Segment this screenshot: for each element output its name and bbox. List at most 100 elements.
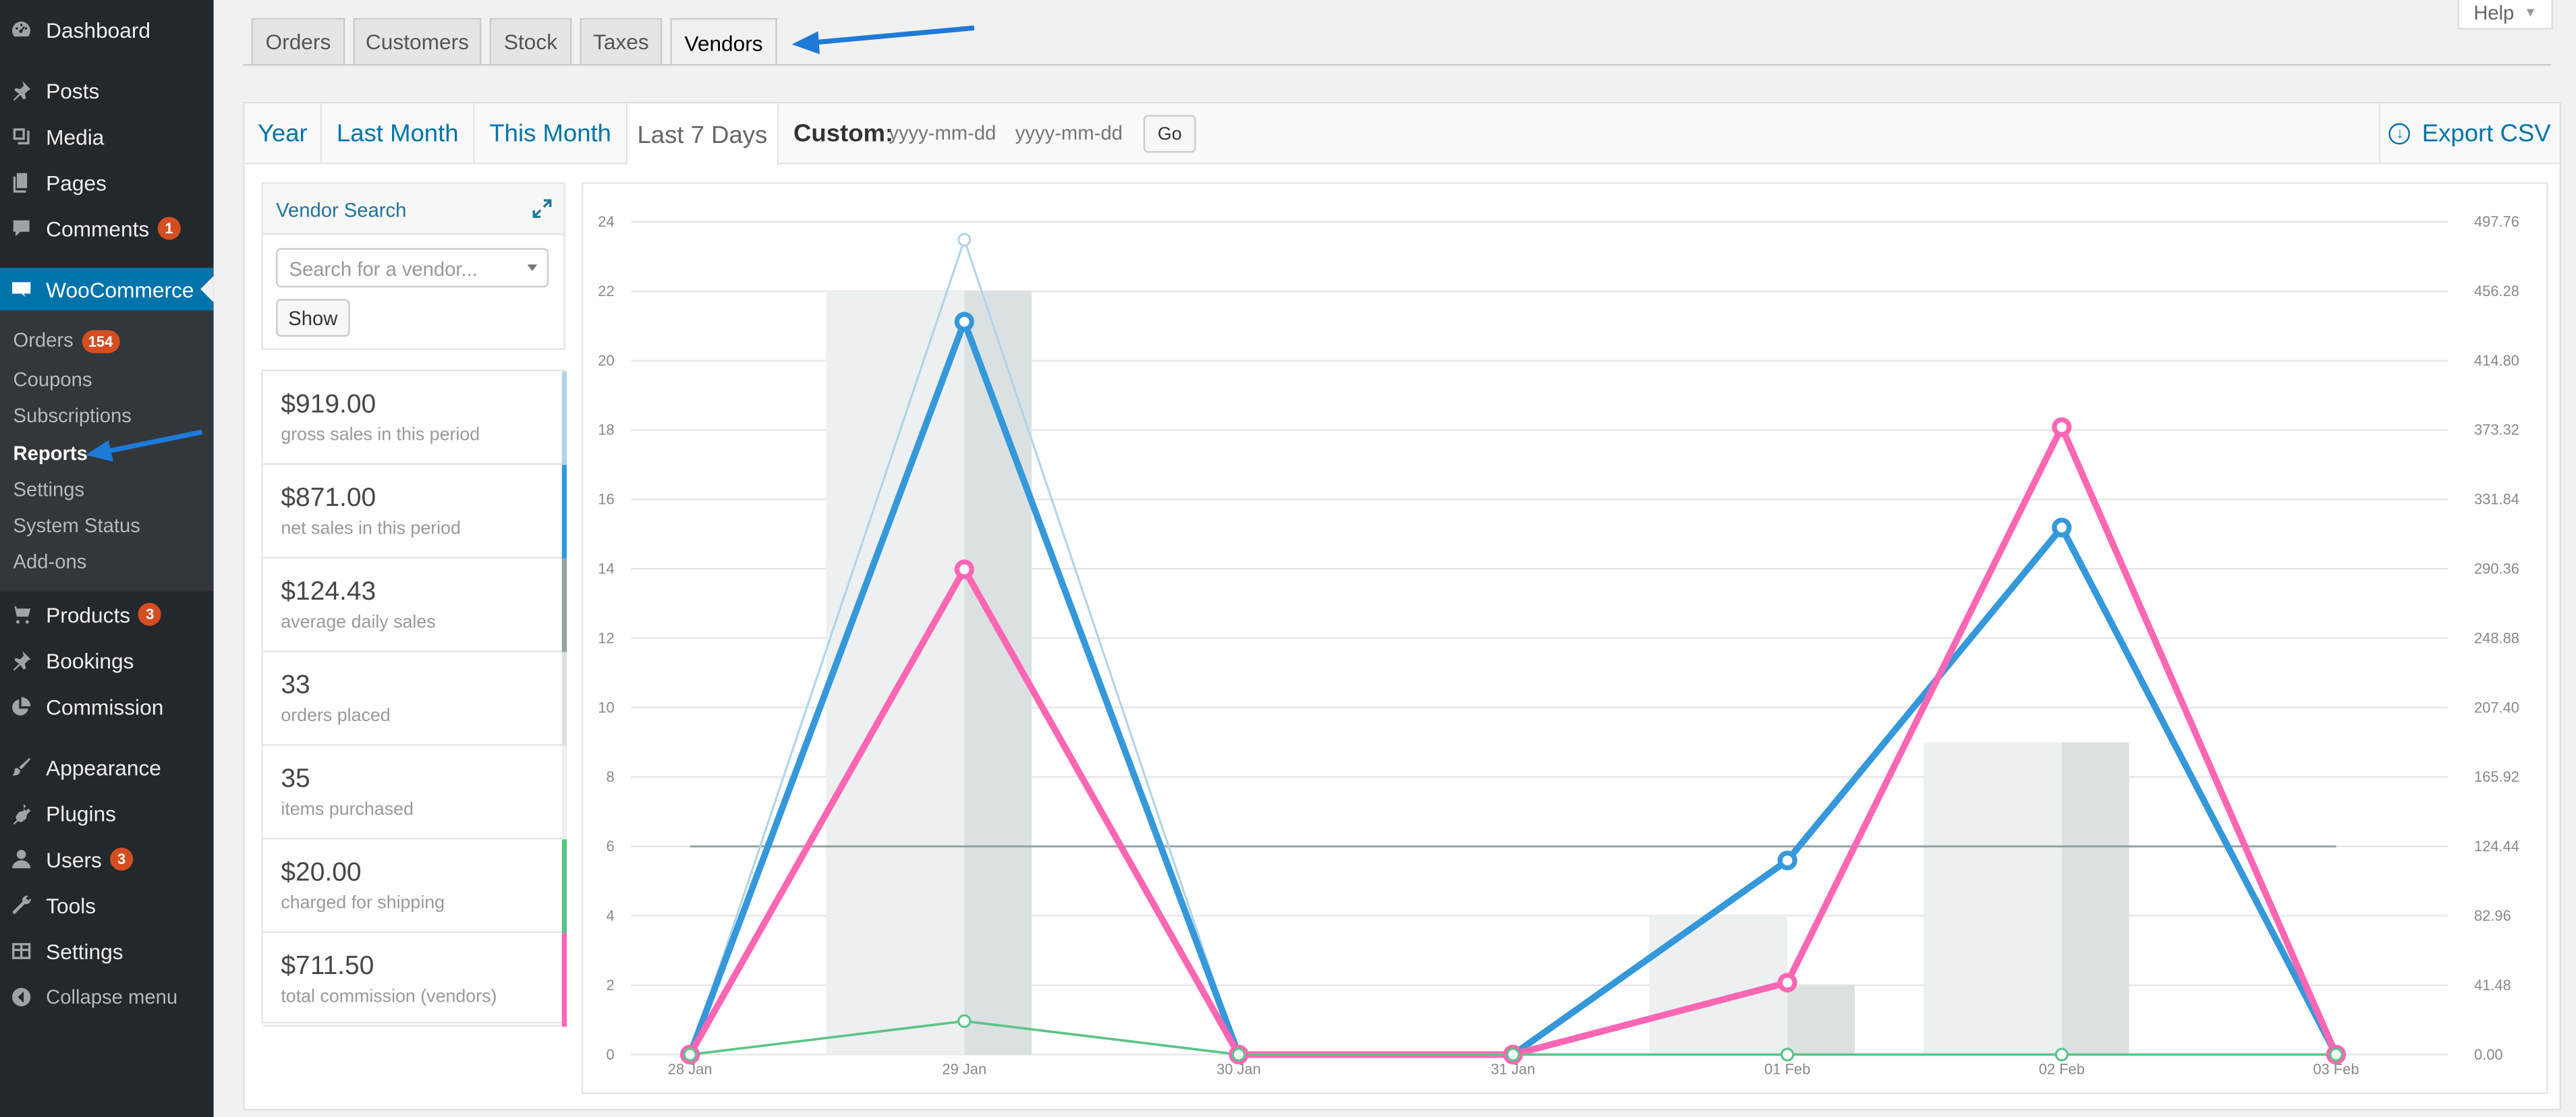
end-date-field[interactable]	[1015, 116, 1131, 150]
tab-stock[interactable]: Stock	[489, 18, 572, 64]
menu-settings[interactable]: Settings	[0, 928, 214, 974]
orders-bar	[1924, 742, 2062, 1055]
vendor-search-select[interactable]: Search for a vendor...	[276, 248, 549, 288]
menu-woocommerce[interactable]: WooCommerce	[0, 267, 214, 311]
collapse-menu-button[interactable]: Collapse menu	[0, 974, 214, 1020]
legend-item-orders-placed[interactable]: 33 orders placed	[262, 652, 567, 746]
submenu-coupons[interactable]: Coupons	[13, 368, 92, 391]
sales-chart-container: 0 2 4 6 8 10 12 14 16 18 20 22 24 0.00 41.48 82.96 124.4…	[581, 182, 2548, 1094]
x-tick-label: 29 Jan	[942, 1061, 986, 1078]
legend-label: charged for shipping	[281, 893, 445, 914]
menu-media[interactable]: Media	[0, 113, 214, 159]
y-tick-label-right: 124.44	[2474, 838, 2519, 855]
menu-label: Pages	[46, 170, 107, 195]
menu-products[interactable]: Products 3	[0, 592, 214, 637]
expand-icon[interactable]	[532, 199, 552, 219]
media-icon	[10, 125, 33, 148]
series-point	[2329, 1048, 2343, 1062]
menu-plugins[interactable]: Plugins	[0, 790, 214, 836]
help-tab[interactable]: Help ▼	[2457, 0, 2553, 30]
y-tick-label-left: 2	[606, 977, 614, 994]
tab-orders[interactable]: Orders	[251, 18, 345, 64]
range-this-month[interactable]: This Month	[475, 103, 628, 165]
legend-item-items-purchased[interactable]: 35 items purchased	[262, 745, 567, 840]
legend-item-gross-sales[interactable]: $919.00 gross sales in this period	[262, 371, 567, 465]
y-tick-label-left: 4	[606, 907, 614, 924]
y-tick-label-right: 290.36	[2474, 561, 2519, 577]
tab-taxes[interactable]: Taxes	[580, 18, 663, 64]
start-date-field[interactable]	[889, 116, 1004, 150]
menu-label: Commission	[46, 693, 164, 719]
y-tick-label-right: 497.76	[2474, 213, 2519, 230]
series-point	[1231, 1048, 1246, 1062]
legend-item-commission[interactable]: $711.50 total commission (vendors)	[262, 933, 567, 1027]
menu-label: Tools	[46, 892, 96, 918]
woocommerce-submenu: Orders 154 Coupons Subscriptions Reports …	[0, 310, 214, 592]
legend-color-bar	[561, 465, 567, 559]
y-tick-label-left: 12	[598, 629, 614, 646]
menu-label: Products	[46, 602, 131, 627]
y-tick-label-left: 0	[606, 1046, 614, 1063]
tab-customers[interactable]: Customers	[353, 18, 482, 64]
range-last-7-days[interactable]: Last 7 Days	[627, 103, 779, 166]
legend-value: $919.00	[281, 391, 376, 420]
submenu-add-ons[interactable]: Add-ons	[13, 550, 87, 573]
pie-icon	[10, 695, 33, 718]
legend-item-net-sales[interactable]: $871.00 net sales in this period	[262, 465, 567, 559]
legend-value: 35	[281, 765, 310, 794]
submenu-subscriptions[interactable]: Subscriptions	[13, 404, 132, 428]
go-button[interactable]: Go	[1143, 115, 1196, 153]
submenu-settings[interactable]: Settings	[13, 478, 85, 501]
range-year[interactable]: Year	[245, 103, 323, 165]
menu-bookings[interactable]: Bookings	[0, 637, 214, 683]
series-point	[683, 1048, 697, 1062]
vendor-search-placeholder: Search for a vendor...	[289, 258, 478, 281]
y-tick-label-left: 24	[598, 213, 614, 230]
range-last-month[interactable]: Last Month	[322, 103, 475, 165]
comments-count-badge: 1	[157, 217, 181, 240]
menu-label: WooCommerce	[46, 277, 194, 302]
menu-posts[interactable]: Posts	[0, 67, 214, 113]
menu-users[interactable]: Users 3	[0, 836, 214, 882]
woo-icon	[10, 278, 33, 301]
menu-comments[interactable]: Comments 1	[0, 205, 214, 251]
series-point	[957, 233, 972, 247]
brush-icon	[10, 755, 33, 778]
y-tick-label-right: 41.48	[2474, 977, 2511, 994]
legend-item-shipping[interactable]: $20.00 charged for shipping	[262, 839, 567, 934]
menu-appearance[interactable]: Appearance	[0, 744, 214, 790]
user-icon	[10, 848, 33, 871]
pin-icon	[10, 79, 33, 102]
orders-bar	[826, 291, 965, 1055]
y-tick-label-left: 8	[606, 768, 614, 785]
cart-icon	[10, 603, 33, 626]
submenu-system-status[interactable]: System Status	[13, 514, 140, 538]
legend-color-bar	[561, 558, 567, 652]
menu-commission[interactable]: Commission	[0, 683, 214, 729]
show-button[interactable]: Show	[276, 299, 350, 337]
legend-value: $871.00	[281, 484, 376, 513]
submenu-orders[interactable]: Orders 154	[13, 328, 120, 353]
comments-icon	[10, 217, 33, 239]
tab-vendors[interactable]: Vendors	[670, 18, 777, 66]
menu-tools[interactable]: Tools	[0, 882, 214, 928]
menu-pages[interactable]: Pages	[0, 159, 214, 205]
pin-icon	[10, 649, 33, 672]
export-csv-button[interactable]: ↓ Export CSV	[2378, 103, 2560, 165]
menu-dashboard[interactable]: Dashboard	[0, 7, 214, 53]
wrench-icon	[10, 894, 33, 917]
orders-count-badge: 154	[81, 330, 120, 353]
menu-label: Appearance	[46, 755, 161, 780]
x-tick-label: 02 Feb	[2039, 1061, 2085, 1078]
y-tick-label-left: 6	[606, 838, 614, 855]
submenu-reports[interactable]: Reports	[13, 442, 88, 465]
y-tick-label-right: 248.88	[2474, 629, 2519, 646]
tabs-divider	[243, 63, 2552, 66]
menu-label: Settings	[46, 938, 123, 964]
annotation-arrow-reports	[85, 429, 203, 462]
y-tick-label-left: 18	[598, 422, 614, 438]
y-tick-label-right: 373.32	[2474, 422, 2519, 438]
y-tick-label-right: 82.96	[2474, 907, 2511, 924]
legend-item-average-daily[interactable]: $124.43 average daily sales	[262, 558, 567, 652]
